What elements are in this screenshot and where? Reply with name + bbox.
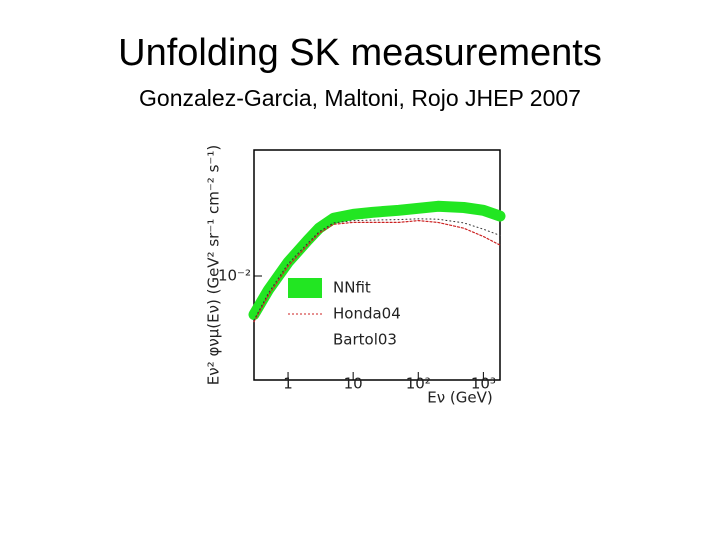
x-tick-label: 1	[283, 375, 293, 393]
x-tick-label: 10²	[406, 375, 431, 393]
legend-label: Honda04	[333, 305, 401, 323]
series-line	[248, 200, 506, 320]
legend-swatch	[288, 278, 322, 298]
y-axis-label: Eν² φνμ(Eν) (GeV² sr⁻¹ cm⁻² s⁻¹)	[205, 145, 223, 385]
legend-label: Bartol03	[333, 331, 397, 349]
x-tick-label: 10	[344, 375, 363, 393]
legend-label: NNfit	[333, 279, 371, 297]
x-tick-label: 10³	[471, 375, 496, 393]
series-line	[253, 218, 501, 321]
x-axis-label: Eν (GeV)	[427, 389, 492, 407]
series-line	[253, 220, 501, 323]
slide-title: Unfolding SK measurements	[118, 32, 602, 74]
y-tick-label: 10⁻²	[218, 266, 251, 284]
slide-subtitle: Gonzalez-Garcia, Maltoni, Rojo JHEP 2007	[139, 85, 581, 111]
plot-frame	[253, 149, 501, 381]
